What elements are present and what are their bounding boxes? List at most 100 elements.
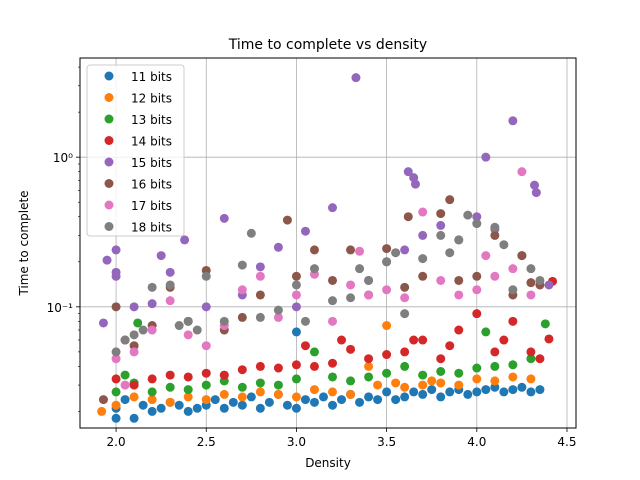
point-18-bits xyxy=(436,230,446,240)
point-13-bits xyxy=(472,363,482,373)
point-17-bits xyxy=(517,167,527,177)
point-14-bits xyxy=(544,334,554,344)
point-15-bits xyxy=(219,213,229,223)
point-11-bits xyxy=(318,392,328,402)
point-15-bits xyxy=(255,262,265,272)
point-18-bits xyxy=(300,316,310,326)
point-14-bits xyxy=(436,354,446,364)
point-11-bits xyxy=(427,385,437,395)
point-18-bits xyxy=(174,321,184,331)
point-14-bits xyxy=(255,361,265,371)
point-12-bits xyxy=(111,400,121,410)
point-15-bits xyxy=(300,226,310,236)
point-11-bits xyxy=(499,387,509,397)
point-16-bits xyxy=(237,312,247,322)
point-15-bits xyxy=(351,73,361,83)
point-12-bits xyxy=(129,392,139,402)
point-12-bits xyxy=(508,372,518,382)
point-11-bits xyxy=(337,395,347,405)
point-14-bits xyxy=(526,347,536,357)
point-18-bits xyxy=(508,285,518,295)
point-16-bits xyxy=(454,275,464,285)
point-14-bits xyxy=(129,380,139,390)
point-17-bits xyxy=(273,312,283,322)
legend-label: 12 bits xyxy=(131,92,172,106)
point-14-bits xyxy=(409,335,419,345)
point-18-bits xyxy=(364,275,374,285)
point-11-bits xyxy=(129,413,139,423)
point-16-bits xyxy=(282,215,292,225)
point-13-bits xyxy=(508,360,518,370)
point-11-bits xyxy=(219,403,229,413)
point-17-bits xyxy=(328,316,338,326)
point-15-bits xyxy=(400,245,410,255)
point-12-bits xyxy=(237,392,247,402)
y-tick-label: 10⁰ xyxy=(53,151,73,165)
legend-marker xyxy=(104,114,114,124)
legend-label: 14 bits xyxy=(131,135,172,149)
point-11-bits xyxy=(409,387,419,397)
point-12-bits xyxy=(454,380,464,390)
point-15-bits xyxy=(201,302,211,312)
point-12-bits xyxy=(255,387,265,397)
point-12-bits xyxy=(346,389,356,399)
point-18-bits xyxy=(291,280,301,290)
point-12-bits xyxy=(526,374,536,384)
point-15-bits xyxy=(508,116,518,126)
point-11-bits xyxy=(508,385,518,395)
point-18-bits xyxy=(129,330,139,340)
point-14-bits xyxy=(364,354,374,364)
point-14-bits xyxy=(309,361,319,371)
legend-marker xyxy=(104,93,114,102)
point-18-bits xyxy=(138,325,148,335)
point-17-bits xyxy=(472,285,482,295)
point-15-bits xyxy=(418,230,428,240)
point-16-bits xyxy=(328,275,338,285)
point-13-bits xyxy=(400,361,410,371)
point-16-bits xyxy=(382,244,392,254)
point-17-bits xyxy=(382,285,392,295)
point-11-bits xyxy=(355,397,365,407)
point-13-bits xyxy=(364,372,374,382)
point-11-bits xyxy=(291,327,301,337)
point-16-bits xyxy=(436,209,446,219)
point-12-bits xyxy=(391,378,401,388)
point-12-bits xyxy=(183,392,193,402)
legend-marker xyxy=(104,157,114,167)
point-15-bits xyxy=(111,271,121,281)
point-16-bits xyxy=(346,245,356,255)
point-15-bits xyxy=(436,220,446,230)
point-17-bits xyxy=(111,354,121,364)
legend: 11 bits 12 bits 13 bits 14 bits 15 bits 16 bi… xyxy=(86,64,185,237)
point-11-bits xyxy=(264,397,274,407)
point-16-bits xyxy=(472,271,482,281)
y-axis-label: Time to complete xyxy=(17,190,31,296)
point-11-bits xyxy=(364,392,374,402)
point-13-bits xyxy=(309,347,319,357)
point-18-bits xyxy=(246,228,256,238)
point-12-bits xyxy=(382,321,392,331)
point-14-bits xyxy=(472,309,482,319)
point-12-bits xyxy=(418,380,428,390)
point-13-bits xyxy=(111,387,121,397)
point-16-bits xyxy=(490,230,500,240)
point-11-bits xyxy=(291,403,301,413)
point-14-bits xyxy=(445,341,455,351)
point-17-bits xyxy=(400,293,410,303)
point-14-bits xyxy=(346,344,356,354)
point-15-bits xyxy=(180,235,190,245)
point-13-bits xyxy=(147,387,157,397)
point-17-bits xyxy=(129,347,139,357)
legend-label: 15 bits xyxy=(131,156,172,170)
point-18-bits xyxy=(472,219,482,229)
x-tick-label: 4.0 xyxy=(467,435,486,449)
point-16-bits xyxy=(418,271,428,281)
point-13-bits xyxy=(291,374,301,384)
point-15-bits xyxy=(291,302,301,312)
y-tick-label: 10⁻¹ xyxy=(47,301,74,315)
point-13-bits xyxy=(237,382,247,392)
point-13-bits xyxy=(120,370,130,380)
x-tick-label: 4.5 xyxy=(557,435,576,449)
point-11-bits xyxy=(373,395,383,405)
legend-marker xyxy=(104,222,114,231)
